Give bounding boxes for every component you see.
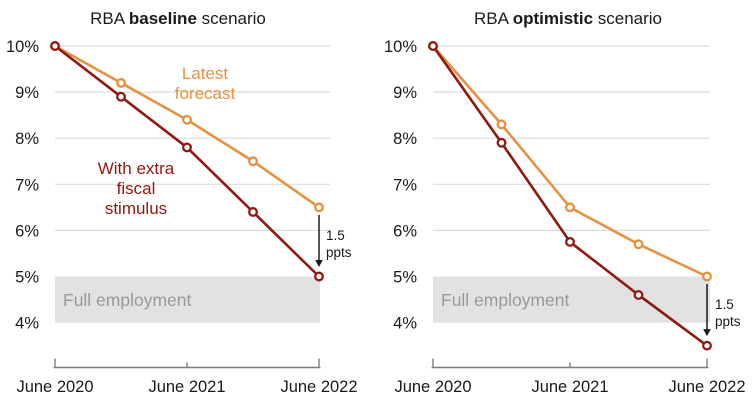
- gap-arrow-head: [703, 329, 711, 337]
- title-prefix: RBA: [90, 9, 129, 28]
- y-axis-tick-label: 8%: [393, 130, 417, 148]
- x-axis-tick-label: June 2020: [394, 378, 471, 396]
- data-point-latest_forecast: [633, 239, 644, 250]
- y-axis-tick-label: 4%: [15, 315, 39, 333]
- title-bold: optimistic: [512, 9, 594, 28]
- gap-arrow-head: [315, 260, 323, 267]
- full-employment-band: [55, 276, 320, 323]
- y-axis-tick-label: 9%: [15, 84, 39, 102]
- x-axis-tick-label: June 2022: [668, 378, 745, 396]
- gap-annotation-label: 1.5: [326, 228, 345, 243]
- full-employment-label: Full employment: [441, 290, 570, 310]
- data-point-extra_stimulus: [565, 236, 575, 247]
- series-label-extra_stimulus: stimulus: [105, 199, 167, 218]
- y-axis-tick-label: 8%: [15, 130, 39, 148]
- data-point-extra_stimulus: [314, 271, 324, 282]
- title-prefix: RBA: [473, 9, 513, 28]
- series-label-extra_stimulus: fiscal: [117, 179, 156, 198]
- data-point-extra_stimulus: [496, 137, 507, 148]
- title-suffix: scenario: [196, 9, 266, 28]
- y-axis-tick-label: 4%: [393, 315, 417, 333]
- full-employment-label: Full employment: [63, 290, 192, 310]
- chart-title-baseline: RBA baseline scenario: [90, 9, 266, 29]
- y-axis-tick-label: 7%: [393, 176, 417, 194]
- data-point-latest_forecast: [702, 271, 712, 282]
- series-label-extra_stimulus: With extra: [98, 159, 175, 178]
- data-point-latest_forecast: [314, 202, 324, 213]
- y-axis-tick-label: 10%: [384, 38, 417, 56]
- x-axis-tick-label: June 2021: [148, 378, 225, 396]
- data-point-latest_forecast: [248, 156, 258, 167]
- gap-annotation-label: ppts: [715, 314, 741, 329]
- gap-annotation-label: ppts: [326, 245, 352, 260]
- chart-title-optimistic: RBA optimistic scenario: [474, 9, 662, 29]
- data-point-extra_stimulus: [116, 91, 126, 102]
- y-axis-tick-label: 5%: [393, 269, 417, 287]
- data-point-extra_stimulus: [248, 207, 258, 217]
- data-point-extra_stimulus: [182, 142, 192, 153]
- gap-annotation-label: 1.5: [715, 297, 734, 312]
- data-point-latest_forecast: [116, 77, 126, 88]
- y-axis-tick-label: 9%: [393, 84, 417, 102]
- x-axis-tick-label: June 2021: [531, 378, 608, 396]
- y-axis-tick-label: 6%: [15, 222, 39, 240]
- data-point-extra_stimulus: [50, 41, 60, 51]
- series-label-latest_forecast: Latest: [182, 64, 229, 83]
- title-bold: baseline: [128, 9, 197, 28]
- data-point-extra_stimulus: [702, 340, 712, 351]
- series-label-latest_forecast: forecast: [175, 84, 236, 103]
- data-point-extra_stimulus: [428, 41, 438, 51]
- y-axis-tick-label: 5%: [15, 269, 39, 287]
- y-axis-tick-label: 7%: [15, 176, 39, 194]
- data-point-extra_stimulus: [633, 289, 644, 300]
- y-axis-tick-label: 6%: [393, 222, 417, 240]
- title-suffix: scenario: [593, 9, 663, 28]
- x-axis-tick-label: June 2020: [16, 378, 93, 396]
- data-point-latest_forecast: [565, 202, 575, 213]
- x-axis-tick-label: June 2022: [280, 378, 357, 396]
- data-point-latest_forecast: [496, 119, 507, 130]
- y-axis-tick-label: 10%: [6, 38, 39, 56]
- data-point-latest_forecast: [182, 114, 192, 125]
